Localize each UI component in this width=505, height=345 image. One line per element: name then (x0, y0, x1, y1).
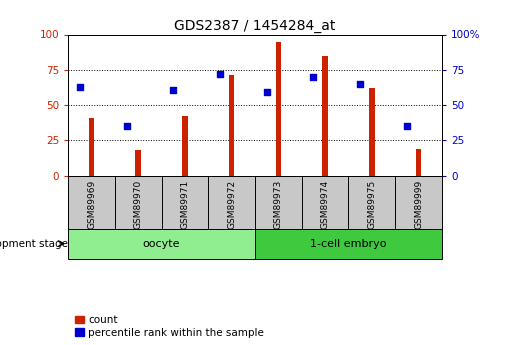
Text: GSM89971: GSM89971 (180, 180, 189, 229)
Bar (255, 228, 442, 259)
Point (216, 71, 224, 77)
Text: development stage: development stage (0, 239, 68, 249)
Bar (68, 228, 255, 259)
Bar (276, 41, 281, 176)
Point (263, 90, 271, 95)
Bar (416, 149, 421, 176)
Bar (135, 150, 141, 176)
Point (356, 81, 364, 87)
Bar (369, 88, 375, 176)
Bar (229, 76, 234, 176)
Text: GSM89972: GSM89972 (227, 180, 236, 229)
Text: 1-cell embryo: 1-cell embryo (310, 239, 387, 249)
Text: GSM89999: GSM89999 (414, 180, 423, 229)
Text: GSM89969: GSM89969 (87, 180, 96, 229)
Legend: count, percentile rank within the sample: count, percentile rank within the sample (73, 313, 266, 340)
Point (76, 84, 84, 89)
Bar (89, 118, 94, 176)
Point (310, 74, 318, 80)
Text: oocyte: oocyte (143, 239, 180, 249)
Point (123, 124, 131, 129)
Point (403, 124, 411, 129)
Text: GSM89974: GSM89974 (321, 180, 330, 229)
Bar (182, 116, 188, 176)
Text: GSM89973: GSM89973 (274, 180, 283, 229)
Title: GDS2387 / 1454284_at: GDS2387 / 1454284_at (174, 19, 336, 33)
Text: GSM89970: GSM89970 (134, 180, 143, 229)
Text: GSM89975: GSM89975 (367, 180, 376, 229)
Point (169, 87, 177, 92)
Bar (322, 56, 328, 176)
